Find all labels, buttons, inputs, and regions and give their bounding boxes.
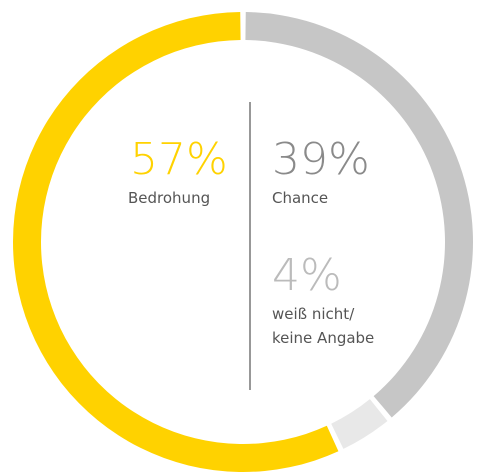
- value-label: 39%: [272, 134, 370, 185]
- category-label: Chance: [272, 189, 329, 207]
- donut-segment: [331, 399, 388, 449]
- value-label: 4%: [272, 250, 342, 301]
- category-label: Bedrohung: [128, 189, 211, 207]
- value-label: 57%: [130, 134, 228, 185]
- donut-segment: [245, 12, 473, 418]
- donut-segment: [12, 12, 339, 472]
- category-label: weiß nicht/ keine Angabe: [272, 305, 375, 347]
